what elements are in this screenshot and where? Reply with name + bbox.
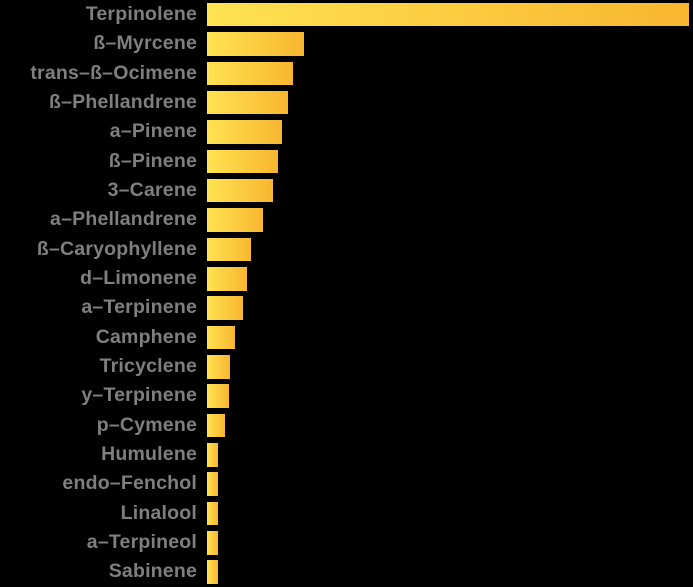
chart-row: 3–Carene bbox=[0, 176, 693, 205]
category-label: trans–ß–Ocimene bbox=[30, 61, 197, 84]
value-bar bbox=[207, 355, 230, 379]
category-label: Terpinolene bbox=[85, 2, 197, 25]
value-bar bbox=[207, 90, 288, 115]
value-bar bbox=[207, 178, 273, 203]
chart-row: p–Cymene bbox=[0, 411, 693, 440]
category-label: Humulene bbox=[101, 443, 197, 466]
value-bar bbox=[207, 32, 304, 56]
value-bar bbox=[207, 413, 225, 438]
value-bar bbox=[207, 325, 235, 350]
category-label: y–Terpinene bbox=[81, 384, 197, 407]
category-label: Linalool bbox=[120, 501, 197, 524]
category-label: Tricyclene bbox=[99, 355, 197, 378]
value-bar bbox=[207, 531, 218, 555]
category-label: Sabinene bbox=[108, 560, 197, 583]
category-label: ß–Pinene bbox=[108, 149, 197, 172]
chart-row: Tricyclene bbox=[0, 352, 693, 381]
category-label: ß–Caryophyllene bbox=[36, 237, 197, 260]
chart-row: Terpinolene bbox=[0, 0, 693, 29]
category-label: ß–Phellandrene bbox=[48, 90, 197, 113]
category-label: d–Limonene bbox=[80, 267, 197, 290]
chart-row: Humulene bbox=[0, 440, 693, 469]
value-bar bbox=[207, 472, 218, 496]
value-bar bbox=[207, 120, 282, 144]
chart-row: a–Pinene bbox=[0, 117, 693, 146]
chart-row: ß–Caryophyllene bbox=[0, 235, 693, 264]
category-label: a–Terpinene bbox=[81, 296, 197, 319]
value-bar bbox=[207, 208, 263, 232]
chart-row: a–Terpineol bbox=[0, 528, 693, 557]
chart-row: ß–Myrcene bbox=[0, 29, 693, 58]
value-bar bbox=[207, 149, 278, 174]
chart-row: endo–Fenchol bbox=[0, 470, 693, 499]
chart-row: a–Phellandrene bbox=[0, 205, 693, 234]
category-label: 3–Carene bbox=[107, 178, 197, 201]
category-label: p–Cymene bbox=[96, 413, 197, 436]
chart-row: ß–Pinene bbox=[0, 147, 693, 176]
chart-row: Camphene bbox=[0, 323, 693, 352]
category-label: ß–Myrcene bbox=[93, 32, 197, 55]
value-bar bbox=[207, 384, 229, 408]
chart-row: d–Limonene bbox=[0, 264, 693, 293]
value-bar bbox=[207, 267, 247, 291]
category-label: a–Phellandrene bbox=[50, 208, 197, 231]
value-bar bbox=[207, 443, 218, 467]
chart-row: a–Terpinene bbox=[0, 293, 693, 322]
chart-row: y–Terpinene bbox=[0, 381, 693, 410]
value-bar bbox=[207, 560, 218, 584]
chart-row: Sabinene bbox=[0, 558, 693, 587]
category-label: endo–Fenchol bbox=[62, 472, 197, 495]
chart-row: ß–Phellandrene bbox=[0, 88, 693, 117]
category-label: a–Pinene bbox=[109, 120, 197, 143]
category-label: Camphene bbox=[95, 325, 197, 348]
value-bar bbox=[207, 501, 218, 526]
value-bar bbox=[207, 296, 243, 320]
value-bar bbox=[207, 237, 251, 262]
chart-row: Linalool bbox=[0, 499, 693, 528]
chart-row: trans–ß–Ocimene bbox=[0, 59, 693, 88]
value-bar bbox=[207, 2, 689, 27]
value-bar bbox=[207, 61, 293, 86]
category-label: a–Terpineol bbox=[86, 531, 197, 554]
